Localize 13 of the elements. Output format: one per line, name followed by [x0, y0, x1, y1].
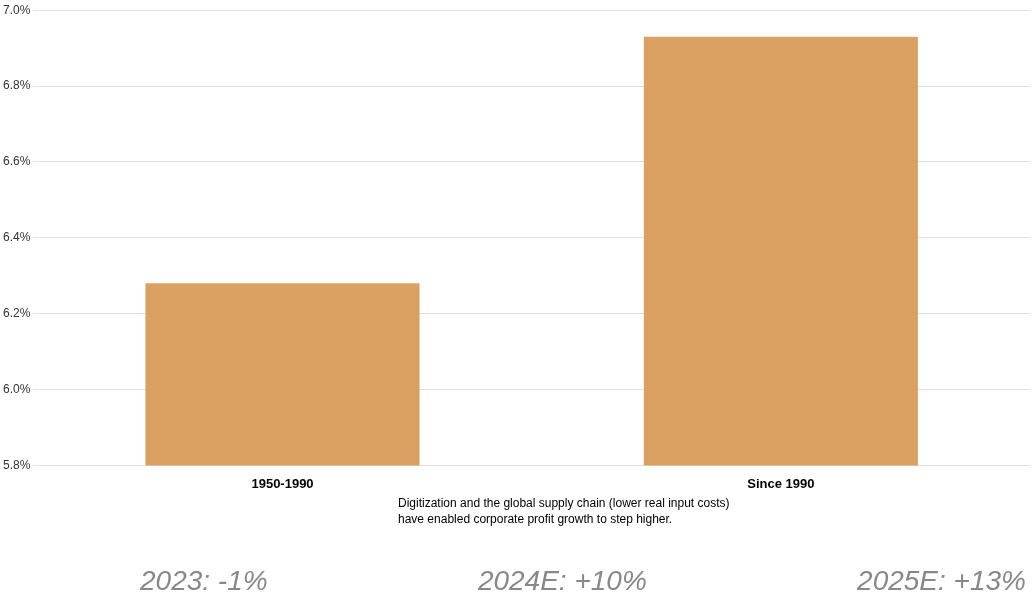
text: 2024E: +10% — [477, 565, 647, 597]
y-tick-label: 5.8% — [2, 457, 31, 472]
y-tick-label: 6.2% — [2, 305, 31, 320]
y-tick-label: 6.8% — [2, 78, 31, 93]
text: 2025E: +13% — [857, 565, 1026, 597]
y-tick-label: 6.0% — [2, 381, 31, 396]
x-tick-label: 1950-1990 — [251, 475, 314, 491]
x-tick-label: Since 1990 — [747, 475, 815, 491]
text: Digitization and the global supply chain (lower real input costs) have enabled corporate profit growth to step higher. — [398, 495, 731, 527]
y-tick-label: 6.6% — [2, 154, 31, 169]
y-tick-label: 6.4% — [2, 230, 31, 245]
text: 2023: -1% — [140, 565, 268, 597]
y-tick-label: 7.0% — [2, 2, 31, 17]
